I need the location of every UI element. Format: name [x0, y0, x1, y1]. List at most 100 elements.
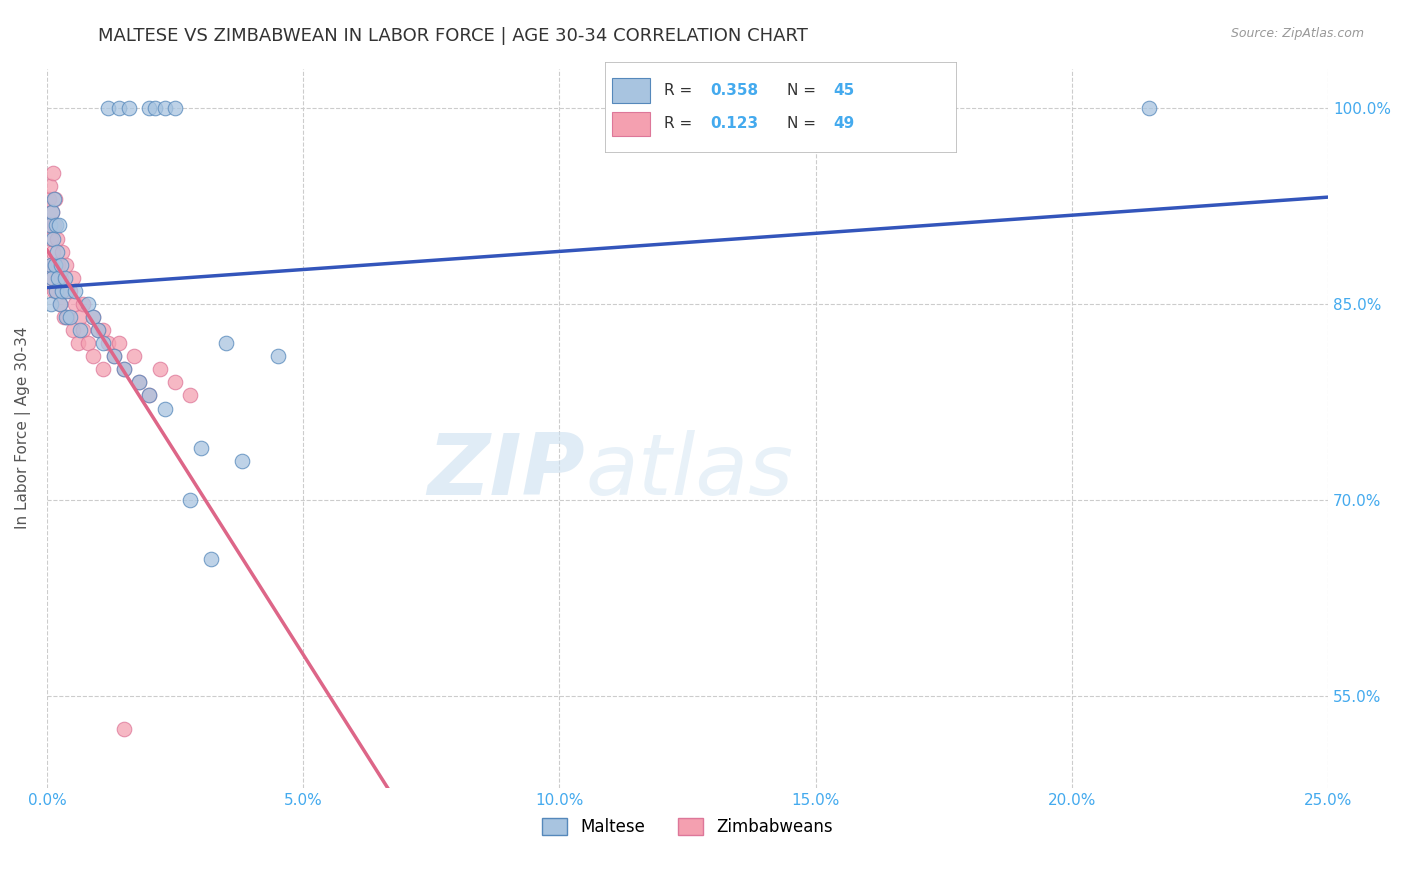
- Point: [153, 101, 176, 115]
- Point: [45, 284, 67, 298]
- Point: [93, 362, 115, 376]
- Text: 0.123: 0.123: [710, 116, 758, 131]
- Point: [215, 336, 238, 351]
- Point: [51, 270, 73, 285]
- Point: [49, 297, 72, 311]
- Point: [38, 192, 60, 206]
- Point: [72, 297, 94, 311]
- Point: [39, 219, 62, 233]
- Point: [112, 722, 135, 736]
- Point: [52, 310, 75, 324]
- Point: [46, 231, 69, 245]
- Point: [69, 323, 91, 337]
- Point: [93, 336, 115, 351]
- Point: [107, 101, 129, 115]
- Point: [82, 310, 104, 324]
- Point: [51, 284, 73, 298]
- Point: [39, 231, 62, 245]
- Point: [41, 205, 63, 219]
- Text: R =: R =: [665, 116, 697, 131]
- Point: [165, 101, 187, 115]
- Point: [42, 231, 65, 245]
- Y-axis label: In Labor Force | Age 30-34: In Labor Force | Age 30-34: [15, 327, 31, 530]
- Point: [59, 284, 82, 298]
- Point: [56, 310, 79, 324]
- Point: [53, 270, 76, 285]
- Point: [179, 388, 201, 402]
- Point: [44, 219, 66, 233]
- Point: [39, 297, 62, 311]
- Point: [44, 258, 66, 272]
- Point: [1137, 101, 1160, 115]
- Point: [82, 349, 104, 363]
- Point: [46, 244, 69, 259]
- Text: Source: ZipAtlas.com: Source: ZipAtlas.com: [1230, 27, 1364, 40]
- Point: [179, 493, 201, 508]
- Point: [143, 101, 166, 115]
- Point: [59, 310, 82, 324]
- Point: [44, 192, 66, 206]
- Point: [62, 270, 84, 285]
- Point: [49, 297, 72, 311]
- Point: [87, 323, 110, 337]
- Text: MALTESE VS ZIMBABWEAN IN LABOR FORCE | AGE 30-34 CORRELATION CHART: MALTESE VS ZIMBABWEAN IN LABOR FORCE | A…: [98, 27, 808, 45]
- Point: [41, 244, 63, 259]
- Point: [41, 205, 63, 219]
- Text: R =: R =: [665, 83, 697, 98]
- Point: [41, 270, 63, 285]
- Text: atlas: atlas: [585, 430, 793, 513]
- FancyBboxPatch shape: [612, 112, 651, 136]
- Legend: Maltese, Zimbabweans: Maltese, Zimbabweans: [533, 809, 842, 844]
- Point: [112, 362, 135, 376]
- Point: [39, 258, 62, 272]
- Point: [103, 349, 125, 363]
- Point: [149, 362, 172, 376]
- Point: [153, 401, 176, 416]
- Point: [51, 244, 73, 259]
- Point: [77, 297, 100, 311]
- Point: [97, 101, 120, 115]
- Point: [82, 310, 104, 324]
- Point: [42, 192, 65, 206]
- Point: [41, 270, 63, 285]
- Point: [118, 101, 141, 115]
- Point: [51, 258, 73, 272]
- Point: [165, 376, 187, 390]
- Point: [266, 349, 288, 363]
- Point: [200, 552, 222, 566]
- Point: [69, 310, 91, 324]
- Point: [62, 323, 84, 337]
- Point: [112, 362, 135, 376]
- Point: [46, 258, 69, 272]
- Point: [55, 310, 77, 324]
- Point: [138, 101, 160, 115]
- Point: [77, 336, 100, 351]
- Point: [190, 441, 212, 455]
- Point: [87, 323, 110, 337]
- Text: 0.358: 0.358: [710, 83, 758, 98]
- Point: [38, 219, 60, 233]
- FancyBboxPatch shape: [612, 78, 651, 103]
- Point: [231, 454, 253, 468]
- Point: [128, 376, 150, 390]
- Point: [39, 258, 62, 272]
- Point: [93, 323, 115, 337]
- Point: [48, 219, 70, 233]
- Point: [42, 166, 65, 180]
- Point: [53, 284, 76, 298]
- Point: [55, 258, 77, 272]
- Point: [97, 336, 120, 351]
- Point: [46, 270, 69, 285]
- Point: [138, 388, 160, 402]
- Text: N =: N =: [787, 116, 821, 131]
- Point: [138, 388, 160, 402]
- Point: [107, 336, 129, 351]
- Point: [56, 284, 79, 298]
- Point: [45, 284, 67, 298]
- Point: [128, 376, 150, 390]
- Point: [63, 284, 86, 298]
- Point: [42, 284, 65, 298]
- Point: [122, 349, 145, 363]
- Text: 49: 49: [832, 116, 855, 131]
- Point: [38, 179, 60, 194]
